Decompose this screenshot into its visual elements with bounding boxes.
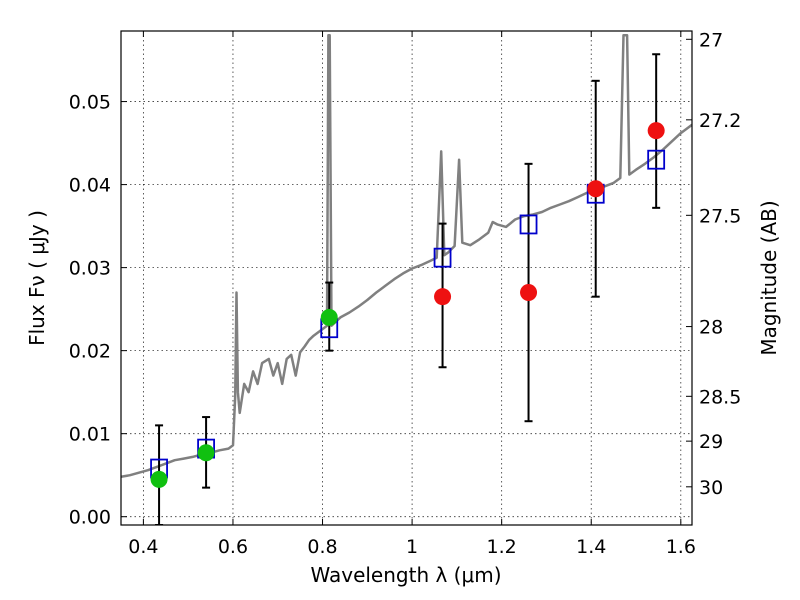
y-tick-label: 0.03 [69,258,111,280]
observed-circle-point [587,180,605,198]
x-tick-label: 1.6 [666,536,696,558]
y2-tick-label: 30 [699,477,723,499]
y-tick-label: 0.04 [69,175,111,197]
y2-axis-label: Magnitude (AB) [757,200,781,355]
model-square-point [647,149,666,170]
x-tick-label: 1.4 [576,536,606,558]
x-tick-label: 0.8 [307,536,337,558]
model-square-point [433,247,452,268]
observed-circle-series [150,122,665,488]
observed-circle-point [150,470,168,488]
y-tick-label: 0.01 [69,424,111,446]
observed-circle-point [197,444,215,462]
plot-frame [120,30,693,526]
observed-circle-point [434,288,452,306]
y-axis-label: Flux Fν ( μJy ) [25,210,49,346]
y2-tick-label: 27 [699,29,723,51]
y-tick-label: 0.05 [69,92,111,114]
x-tick-labels: 0.4 0.6 0.8 1 1.2 1.4 1.6 [128,536,696,558]
spectrum-line-series [121,33,692,479]
y2-tick-label: 27.5 [699,205,741,227]
y2-tick-labels: 27 27.2 27.5 28 28.5 29 30 [699,29,741,499]
x-axis-label: Wavelength λ (μm) [310,563,501,587]
observed-circle-point [647,122,665,140]
x-tick-label: 0.6 [218,536,248,558]
axis-ticks [121,31,692,525]
x-tick-label: 0.4 [128,536,158,558]
plot-area [121,33,692,525]
errorbar-series [155,53,661,525]
y2-tick-label: 27.2 [699,110,741,132]
grid-lines [121,31,692,525]
y-tick-label: 0.00 [69,507,111,529]
y2-tick-label: 28.5 [699,386,741,408]
observed-circle-point [320,308,338,326]
y2-tick-label: 29 [699,431,723,453]
observed-circle-point [520,284,538,302]
y2-tick-label: 28 [699,317,723,339]
spectrum-line [121,33,692,479]
x-tick-label: 1 [406,536,418,558]
y-tick-label: 0.02 [69,341,111,363]
x-tick-label: 1.2 [487,536,517,558]
model-square-series [150,149,666,479]
model-square-point [519,214,538,235]
y-tick-labels: 0.00 0.01 0.02 0.03 0.04 0.05 [69,92,111,529]
